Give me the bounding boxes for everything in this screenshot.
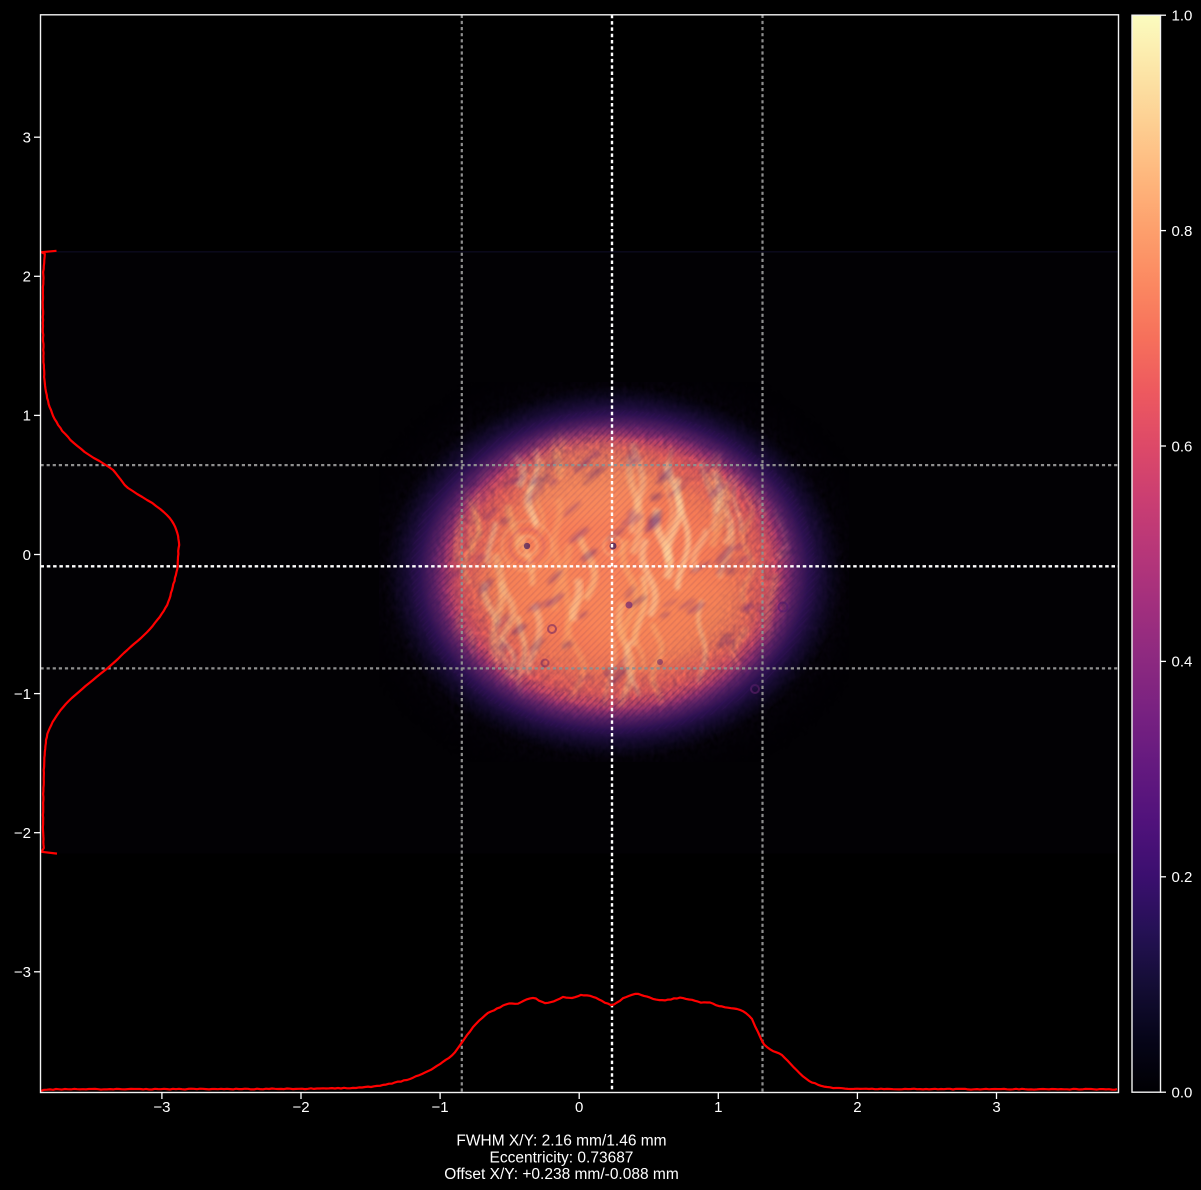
svg-text:0.0: 0.0	[1172, 1085, 1193, 1102]
svg-text:0.2: 0.2	[1172, 869, 1193, 886]
svg-text:−2: −2	[292, 1099, 309, 1116]
svg-text:1: 1	[23, 408, 31, 425]
svg-text:FWHM X/Y: 2.16 mm/1.46 mm: FWHM X/Y: 2.16 mm/1.46 mm	[456, 1133, 666, 1150]
svg-text:0.4: 0.4	[1172, 654, 1193, 671]
svg-text:2: 2	[23, 269, 31, 286]
svg-text:−2: −2	[14, 825, 31, 842]
svg-text:Eccentricity: 0.73687: Eccentricity: 0.73687	[490, 1150, 634, 1167]
svg-text:0: 0	[23, 547, 31, 564]
svg-text:0.8: 0.8	[1172, 223, 1193, 240]
svg-text:−3: −3	[14, 964, 31, 981]
svg-text:−1: −1	[14, 686, 31, 703]
svg-text:−1: −1	[432, 1099, 449, 1116]
svg-text:1: 1	[714, 1099, 722, 1116]
svg-text:1.0: 1.0	[1172, 8, 1193, 25]
svg-text:3: 3	[23, 130, 31, 147]
svg-text:−3: −3	[153, 1099, 170, 1116]
svg-text:3: 3	[992, 1099, 1000, 1116]
svg-text:2: 2	[853, 1099, 861, 1116]
svg-text:0.6: 0.6	[1172, 438, 1193, 455]
svg-text:0: 0	[575, 1099, 583, 1116]
svg-text:Offset X/Y: +0.238 mm/-0.088 m: Offset X/Y: +0.238 mm/-0.088 mm	[444, 1166, 678, 1183]
